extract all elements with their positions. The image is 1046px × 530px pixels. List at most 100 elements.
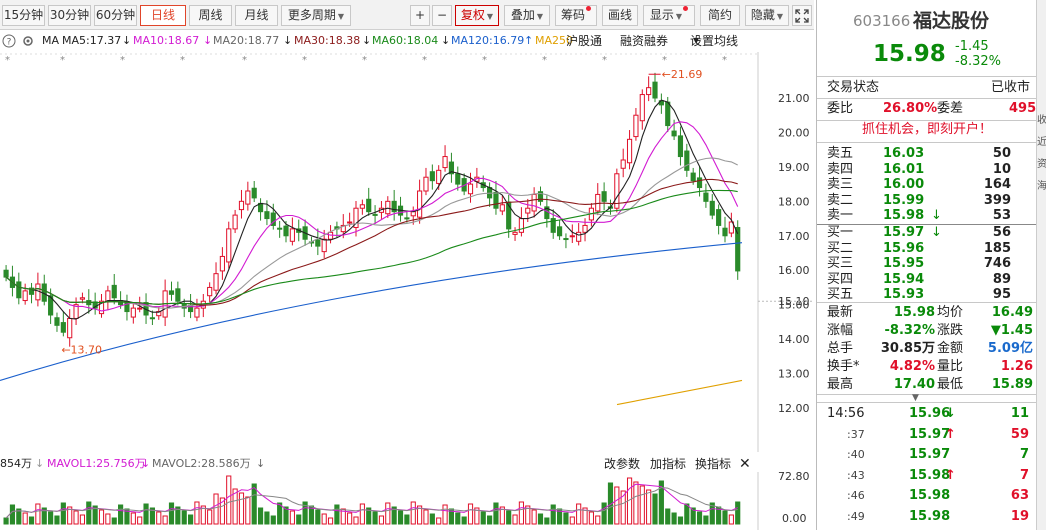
candle-body xyxy=(582,224,588,233)
display-dropdown[interactable]: 显示 ▼ xyxy=(643,5,695,26)
volume-bar xyxy=(531,509,537,525)
volume-bar xyxy=(448,508,455,525)
volume-bar xyxy=(327,517,334,525)
stat-value: 1.26 xyxy=(1000,359,1033,374)
stat-label: 金额 xyxy=(937,341,964,356)
volume-bar xyxy=(646,489,652,525)
candle-body xyxy=(442,156,448,169)
order-volume: 164 xyxy=(983,177,1011,192)
volume-bar xyxy=(67,506,73,525)
draw-line-button[interactable]: 画线 xyxy=(602,5,638,26)
rzrq-button[interactable]: 融资融券 xyxy=(620,34,669,48)
volume-bar xyxy=(467,503,474,525)
candlestick-chart[interactable]: * * * * * * * * * * * * * 21.00 20.00 19.00 18.00 17.00 16… xyxy=(0,52,814,452)
add-indicator-button[interactable]: 加指标 xyxy=(650,457,687,471)
candle-body xyxy=(569,235,575,238)
chips-button[interactable]: 筹码 xyxy=(555,5,597,26)
hide-panel-button[interactable]: 隐藏 ▼ xyxy=(745,5,789,26)
side-scroll-strip[interactable]: 收近资海 xyxy=(1036,0,1046,530)
stat-label: 均价 xyxy=(937,305,964,320)
volume-axis-top: 72.80 xyxy=(778,472,810,483)
volume-bar xyxy=(429,513,435,525)
order-level-label: 卖四 xyxy=(827,161,854,177)
candle-body xyxy=(404,217,410,220)
hgt-button[interactable]: 沪股通 xyxy=(566,34,603,48)
period-daily-button[interactable]: 日线 xyxy=(140,5,186,26)
params-button[interactable]: 改参数 xyxy=(604,457,641,471)
trade-status-value: 已收市 xyxy=(991,80,1031,95)
candle-body xyxy=(3,269,9,278)
order-price: 15.99 xyxy=(883,192,925,208)
zoom-out-button[interactable]: − xyxy=(432,5,452,26)
period-60min-button[interactable]: 60分钟 xyxy=(94,5,137,26)
overlay-label: 叠加 xyxy=(510,8,535,22)
fuquan-dropdown[interactable]: 复权 ▼ xyxy=(455,5,499,26)
candle-body xyxy=(614,173,620,209)
volume-bars xyxy=(3,475,741,525)
stat-row: 涨幅 -8.32% 涨跌 ▼1.45 xyxy=(817,322,1037,340)
volume-bar xyxy=(537,513,544,525)
tick-row: :37 15.97 ↑ 59 xyxy=(817,426,1037,444)
stat-label: 量比 xyxy=(937,359,964,374)
candle-body xyxy=(537,191,544,202)
overlay-dropdown[interactable]: 叠加 ▼ xyxy=(504,5,550,26)
divider xyxy=(817,98,1037,99)
volume-bar xyxy=(722,510,728,525)
tick-row: :46 15.98 63 xyxy=(817,487,1037,505)
volume-chart[interactable]: 72.80 0.00 xyxy=(0,472,814,530)
volume-bar xyxy=(283,506,289,525)
help-icon[interactable]: ? xyxy=(2,31,16,55)
zoom-in-button[interactable]: + xyxy=(410,5,430,26)
period-30min-button[interactable]: 30分钟 xyxy=(48,5,91,26)
chips-label: 筹码 xyxy=(560,8,585,22)
volume-legend: 854万 ↓ MAVOL1:25.756万 ↓ MAVOL2:28.586万 ↓… xyxy=(0,455,814,473)
gear-icon[interactable] xyxy=(21,31,35,55)
chevron-down-icon: ▼ xyxy=(486,12,494,21)
candle-body xyxy=(277,227,283,230)
candle-body xyxy=(54,317,60,326)
expand-arrow-icon[interactable]: ▼ xyxy=(912,393,919,403)
volume-bar xyxy=(188,514,194,525)
volume-bar xyxy=(385,502,391,525)
stat-value: -8.32% xyxy=(884,323,936,338)
order-book-row: 买五 15.93 95 xyxy=(817,286,1037,304)
candle-body xyxy=(391,200,397,213)
tick-volume: 7 xyxy=(1019,467,1029,483)
period-monthly-button[interactable]: 月线 xyxy=(235,5,278,26)
candle-body xyxy=(194,307,200,318)
stock-price-row: 15.98 -1.45 -8.32% xyxy=(817,38,1037,70)
more-periods-dropdown[interactable]: 更多周期 ▼ xyxy=(281,5,351,26)
candle-body xyxy=(105,290,111,302)
order-level-label: 卖三 xyxy=(827,177,854,192)
open-account-link[interactable]: 抓住机会，即刻开户！ xyxy=(861,122,992,137)
candle-body xyxy=(175,288,181,302)
tick-price: 15.97 xyxy=(909,447,951,462)
order-book-row: 卖四 16.01 10 xyxy=(817,161,1037,179)
open-account-banner[interactable]: 抓住机会，即刻开户！ xyxy=(817,121,1037,139)
candle-body xyxy=(168,290,175,295)
volume-bar xyxy=(410,501,416,525)
price-axis-label: 13.00 xyxy=(778,368,810,381)
candle-body xyxy=(665,101,671,127)
weibi-value: 26.80% xyxy=(883,101,938,116)
close-icon[interactable]: ✕ xyxy=(739,456,751,472)
volume-bar xyxy=(372,511,378,525)
order-volume: 50 xyxy=(992,146,1011,161)
simple-mode-button[interactable]: 简约 xyxy=(700,5,740,26)
order-price: 16.00 xyxy=(883,177,925,192)
volume-bar xyxy=(595,515,601,525)
ma-settings-label: 设置均线 xyxy=(690,34,739,48)
candle-body xyxy=(563,238,569,241)
period-weekly-button[interactable]: 周线 xyxy=(189,5,232,26)
volume-bar xyxy=(728,514,734,525)
stock-change: -1.45 xyxy=(955,39,989,54)
order-book-row: 卖五 16.03 50 xyxy=(817,145,1037,163)
candle-body xyxy=(264,211,270,220)
volume-bar xyxy=(213,493,219,525)
expand-icon[interactable] xyxy=(792,5,812,26)
candle-body xyxy=(219,255,225,272)
change-indicator-button[interactable]: 换指标 xyxy=(695,457,732,471)
volume-bar xyxy=(493,502,499,525)
volume-bar xyxy=(302,501,308,525)
period-15min-button[interactable]: 15分钟 xyxy=(2,5,45,26)
